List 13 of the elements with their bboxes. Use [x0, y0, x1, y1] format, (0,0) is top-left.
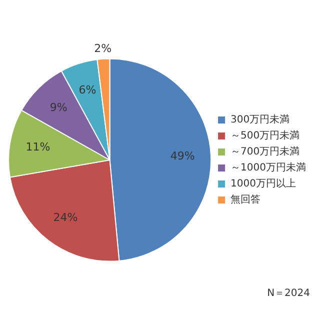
legend-label: 無回答 — [230, 194, 261, 206]
data-label: 2% — [94, 42, 112, 55]
legend-label: 1000万円以上 — [230, 178, 296, 190]
legend-label: ～500万円未満 — [230, 130, 300, 142]
data-label: 9% — [50, 100, 68, 114]
legend-label: ～700万円未満 — [230, 146, 300, 158]
data-label: 24% — [53, 210, 78, 224]
legend-label: ～1000万円未満 — [230, 162, 306, 174]
data-label: 49% — [170, 149, 195, 162]
legend-label: 300万円未満 — [230, 114, 290, 126]
data-label: 6% — [78, 83, 96, 96]
data-label: 11% — [26, 140, 50, 154]
text: N＝2024 — [267, 288, 310, 299]
